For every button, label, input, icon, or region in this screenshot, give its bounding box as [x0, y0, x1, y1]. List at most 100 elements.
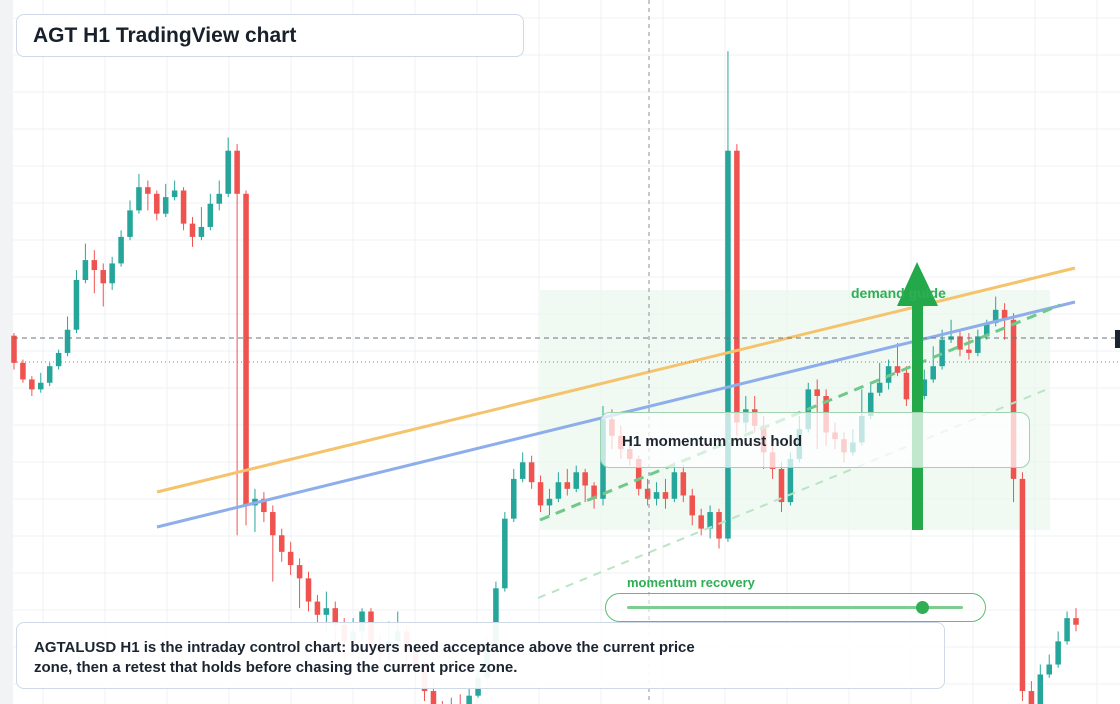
candle: [305, 571, 312, 612]
candle-body-up: [787, 459, 794, 503]
candle: [662, 478, 669, 509]
candle-body-up: [359, 611, 365, 632]
candle: [189, 217, 196, 247]
candle-body-down: [537, 482, 544, 506]
candle: [573, 465, 580, 493]
candle: [136, 173, 142, 214]
slider-track: [627, 606, 963, 609]
candle: [582, 468, 588, 503]
candle-body-up: [216, 193, 223, 204]
candle-body-down: [20, 362, 26, 380]
candle: [680, 465, 687, 503]
candle-body-down: [154, 193, 160, 214]
candle-body-up: [1055, 641, 1061, 665]
candle: [921, 369, 928, 400]
candle-body-down: [145, 187, 151, 194]
candle: [314, 594, 321, 625]
candle-body-down: [894, 366, 901, 373]
candle: [46, 362, 53, 387]
candle-body-down: [1028, 691, 1035, 704]
candle-body-down: [582, 472, 588, 486]
candle: [171, 180, 178, 201]
candle: [234, 144, 240, 536]
candle-body-up: [55, 352, 62, 367]
candle: [734, 144, 740, 436]
candle: [519, 452, 526, 483]
candle: [725, 51, 731, 542]
candle-body-up: [983, 323, 990, 337]
candle-body-down: [644, 488, 651, 499]
candle-body-down: [1073, 618, 1079, 625]
candle-body-up: [46, 366, 53, 383]
candle-body-up: [1046, 664, 1052, 675]
candle-body-up: [546, 498, 553, 506]
candle: [180, 187, 187, 231]
candle-body-up: [502, 518, 508, 589]
slider-knob[interactable]: [916, 601, 930, 614]
candle-body-down: [189, 223, 196, 237]
candle-body-up: [493, 588, 499, 645]
candle: [671, 462, 678, 503]
candle: [296, 558, 303, 609]
candle: [118, 230, 124, 267]
candle: [154, 190, 160, 221]
candle-body-up: [921, 379, 928, 397]
candle: [73, 270, 80, 334]
candle-body-down: [91, 260, 98, 271]
candle-body-up: [207, 203, 214, 227]
candle-body-down: [734, 150, 740, 423]
candle: [466, 687, 472, 704]
candle-body-up: [510, 478, 517, 519]
candle-body-down: [305, 578, 312, 602]
candle: [966, 333, 972, 360]
candle-body-up: [136, 187, 142, 211]
candle: [1055, 631, 1061, 668]
candle: [91, 250, 98, 294]
candle: [1010, 313, 1017, 503]
candle: [278, 528, 285, 562]
momentum-recovery-slider[interactable]: [605, 593, 986, 622]
candle: [145, 180, 151, 211]
candle: [903, 366, 910, 406]
candle-body-up: [725, 150, 731, 539]
candle-body-down: [287, 551, 294, 566]
candle-body-down: [234, 150, 240, 194]
candle: [243, 190, 249, 526]
candle-body-up: [198, 226, 205, 237]
candle-body-down: [296, 565, 303, 579]
caption-card: AGTALUSD H1 is the intraday control char…: [16, 622, 945, 689]
candle-body-down: [100, 270, 107, 284]
candle: [502, 512, 508, 592]
candle-body-down: [698, 515, 704, 529]
candle-body-down: [966, 349, 972, 353]
candle-body-up: [127, 210, 133, 237]
candle-body-up: [573, 472, 580, 489]
candle: [1001, 303, 1008, 340]
candle: [528, 455, 535, 489]
candle-body-up: [323, 608, 330, 615]
candle: [207, 193, 214, 231]
candle-body-up: [171, 190, 178, 198]
candle: [127, 200, 133, 241]
price-scale-marker: [1115, 330, 1120, 348]
candle: [100, 263, 107, 307]
candle-body-up: [930, 366, 936, 380]
candle: [261, 492, 267, 522]
momentum-callout: H1 momentum must hold: [600, 412, 1030, 468]
candle: [537, 475, 544, 513]
candle-body-down: [243, 193, 249, 506]
candle: [459, 694, 461, 704]
candle-body-up: [653, 492, 660, 499]
candle-body-up: [1064, 618, 1070, 642]
candle: [162, 183, 169, 218]
candle: [55, 349, 62, 370]
candle: [555, 472, 562, 503]
candle: [1037, 664, 1044, 704]
candle-body-up: [64, 329, 71, 353]
candle: [82, 243, 89, 284]
candle-body-down: [261, 498, 267, 513]
candle-body-up: [707, 512, 713, 529]
candle-body-up: [671, 472, 678, 499]
candle-body-up: [118, 236, 124, 264]
